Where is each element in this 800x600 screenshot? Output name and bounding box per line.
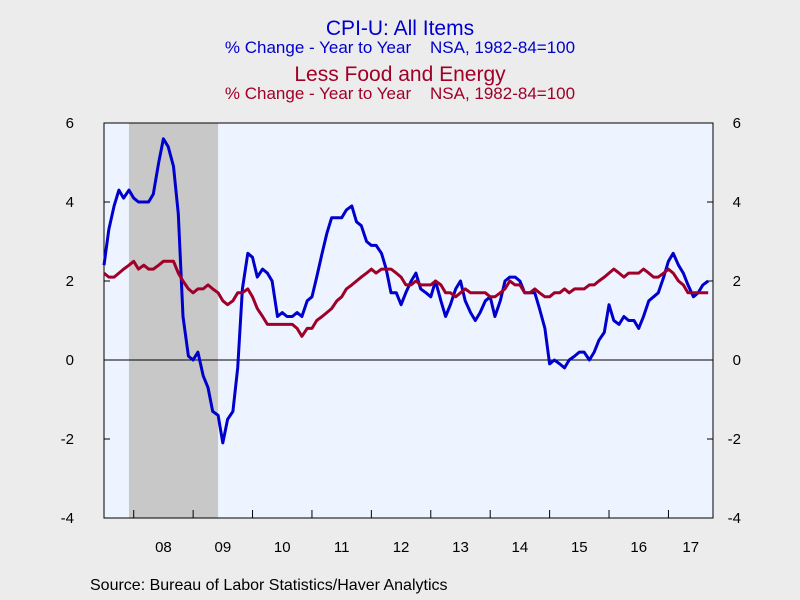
plot-frame bbox=[103, 122, 714, 519]
y-tick-label-right: 6 bbox=[733, 115, 741, 132]
y-tick-label-left: 0 bbox=[66, 352, 74, 369]
x-tick-label: 11 bbox=[334, 539, 350, 556]
source-note: Source: Bureau of Labor Statistics/Haver… bbox=[90, 577, 448, 594]
x-tick-label: 12 bbox=[393, 539, 410, 556]
series-cpi-all-items-line bbox=[102, 137, 710, 445]
x-tick-label: 09 bbox=[214, 539, 231, 556]
y-tick-label-left: 4 bbox=[66, 194, 74, 211]
series-core-cpi-line bbox=[103, 259, 709, 338]
y-tick-label-right: -4 bbox=[728, 510, 741, 527]
y-tick-label-right: 4 bbox=[733, 194, 741, 211]
y-tick-label-left: -4 bbox=[61, 510, 74, 527]
recession-shading bbox=[128, 123, 219, 518]
y-tick-label-right: 0 bbox=[733, 352, 741, 369]
y-tick-label-right: 2 bbox=[733, 273, 741, 290]
x-tick-label: 17 bbox=[682, 539, 699, 556]
y-tick-label-right: -2 bbox=[728, 431, 741, 448]
series2-title: Less Food and Energy bbox=[294, 63, 506, 86]
series2-subtitle: % Change - Year to Year NSA, 1982-84=100 bbox=[224, 84, 576, 103]
x-tick-label: 13 bbox=[452, 539, 469, 556]
x-tick-label: 08 bbox=[155, 539, 172, 556]
x-tick-label: 14 bbox=[512, 539, 529, 556]
series1-subtitle: % Change - Year to Year NSA, 1982-84=100 bbox=[224, 38, 576, 57]
x-tick-label: 10 bbox=[274, 539, 291, 556]
y-tick-label-left: 6 bbox=[66, 115, 74, 132]
series1-title: CPI-U: All Items bbox=[325, 17, 475, 40]
y-tick-label-left: 2 bbox=[66, 273, 74, 290]
y-tick-label-left: -2 bbox=[61, 431, 74, 448]
x-tick-label: 16 bbox=[630, 539, 647, 556]
x-tick-label: 15 bbox=[571, 539, 588, 556]
chart-titles: CPI-U: All Items % Change - Year to Year… bbox=[0, 17, 800, 103]
